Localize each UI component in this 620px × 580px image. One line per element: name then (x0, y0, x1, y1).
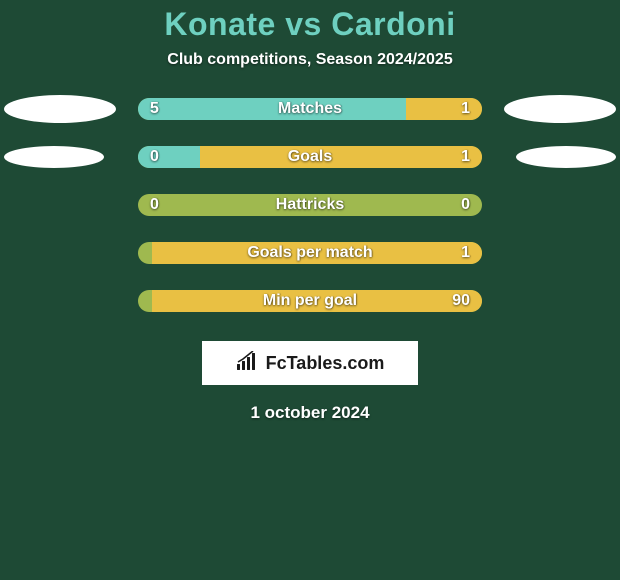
stat-row: Goals per match 1 (0, 241, 620, 265)
page-title: Konate vs Cardoni (0, 0, 620, 43)
stat-label: Hattricks (276, 196, 344, 214)
stat-label: Matches (278, 100, 342, 118)
team-oval-left (4, 146, 104, 168)
brand-box: FcTables.com (202, 341, 418, 385)
team-oval-right (516, 146, 616, 168)
date-text: 1 october 2024 (0, 403, 620, 423)
stat-value-right: 90 (452, 292, 470, 310)
subtitle: Club competitions, Season 2024/2025 (0, 51, 620, 69)
brand-text: FcTables.com (266, 353, 385, 374)
stat-label: Goals (288, 148, 332, 166)
stat-value-right: 1 (461, 244, 470, 262)
stat-value-left: 0 (150, 196, 159, 214)
stat-value-left: 5 (150, 100, 159, 118)
stat-bar: 0 Goals 1 (138, 146, 482, 168)
team-oval-right (504, 95, 616, 123)
stat-row: 0 Hattricks 0 (0, 193, 620, 217)
stat-bar: Min per goal 90 (138, 290, 482, 312)
bar-fill-right (406, 98, 482, 120)
stat-row: 0 Goals 1 (0, 145, 620, 169)
stat-label: Min per goal (263, 292, 357, 310)
team-oval-left (4, 95, 116, 123)
stat-row: 5 Matches 1 (0, 97, 620, 121)
stat-bar: Goals per match 1 (138, 242, 482, 264)
stat-row: Min per goal 90 (0, 289, 620, 313)
stat-value-left: 0 (150, 148, 159, 166)
bar-fill-right (200, 146, 482, 168)
stat-bar: 0 Hattricks 0 (138, 194, 482, 216)
stat-value-right: 1 (461, 148, 470, 166)
stat-value-right: 0 (461, 196, 470, 214)
stat-rows: 5 Matches 1 0 Goals 1 0 Hattricks 0 Goals per mat… (0, 97, 620, 313)
stat-value-right: 1 (461, 100, 470, 118)
stat-label: Goals per match (247, 244, 372, 262)
comparison-infographic: Konate vs Cardoni Club competitions, Sea… (0, 0, 620, 580)
stat-bar: 5 Matches 1 (138, 98, 482, 120)
brand-chart-icon (236, 351, 260, 376)
bar-fill-left (138, 98, 406, 120)
bar-fill-left (138, 146, 200, 168)
